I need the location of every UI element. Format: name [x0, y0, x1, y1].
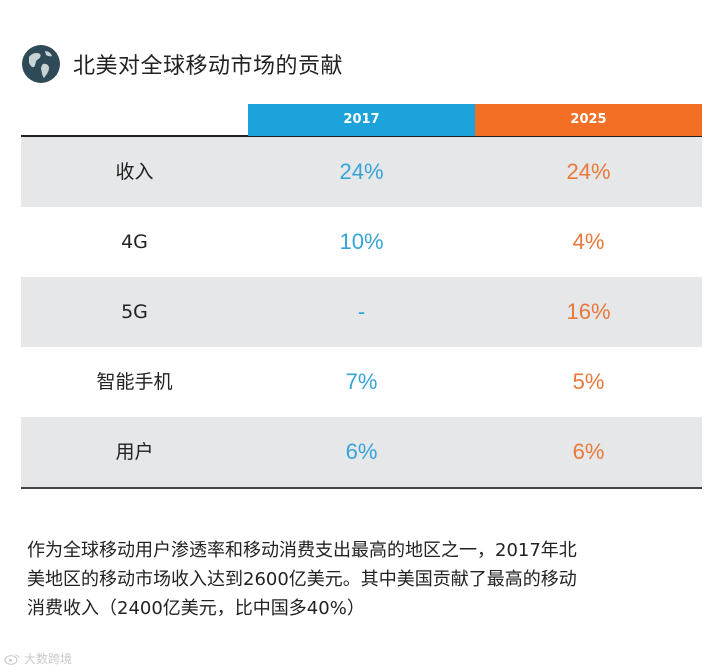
- column-header-2017: 2017: [248, 104, 475, 136]
- value-2025: 16%: [566, 299, 611, 324]
- value-2017: 7%: [345, 369, 378, 394]
- watermark-text: 大数跨境: [24, 652, 73, 666]
- weibo-icon: [4, 653, 20, 665]
- column-header-2025: 2025: [475, 104, 702, 136]
- value-2017: -: [357, 299, 366, 324]
- table-row: 收入 24% 24%: [21, 137, 702, 207]
- row-label: 收入: [115, 161, 154, 183]
- title-row: 北美对全球移动市场的贡献: [21, 44, 343, 84]
- value-2025: 4%: [572, 229, 605, 254]
- value-2017: 10%: [339, 229, 384, 254]
- table-row: 4G 10% 4%: [21, 207, 702, 277]
- row-label: 5G: [121, 301, 148, 323]
- value-2017: 24%: [339, 159, 384, 184]
- page-title: 北美对全球移动市场的贡献: [73, 54, 344, 79]
- row-label: 智能手机: [96, 371, 173, 393]
- table-header-row: 2017 2025: [21, 104, 702, 137]
- row-label: 4G: [121, 231, 148, 253]
- value-2025: 5%: [572, 369, 605, 394]
- value-2017: 6%: [345, 439, 378, 464]
- contribution-table: 2017 2025 收入 24% 24% 4G 10% 4% 5G - 16% …: [21, 104, 702, 489]
- table-row: 用户 6% 6%: [21, 417, 702, 487]
- table-row: 5G - 16%: [21, 277, 702, 347]
- body-paragraph: 作为全球移动用户渗透率和移动消费支出最高的地区之一，2017年北 美地区的移动市…: [27, 536, 697, 623]
- row-label: 用户: [115, 441, 154, 463]
- paragraph-line: 作为全球移动用户渗透率和移动消费支出最高的地区之一，2017年北: [27, 540, 577, 561]
- paragraph-line: 消费收入（2400亿美元，比中国多40%）: [27, 598, 365, 619]
- paragraph-line: 美地区的移动市场收入达到2600亿美元。其中美国贡献了最高的移动: [27, 569, 577, 590]
- table-bottom-rule: [21, 487, 702, 489]
- value-2025: 24%: [566, 159, 611, 184]
- value-2025: 6%: [572, 439, 605, 464]
- table-row: 智能手机 7% 5%: [21, 347, 702, 417]
- watermark: 大数跨境: [4, 650, 72, 667]
- globe-icon: [22, 45, 60, 83]
